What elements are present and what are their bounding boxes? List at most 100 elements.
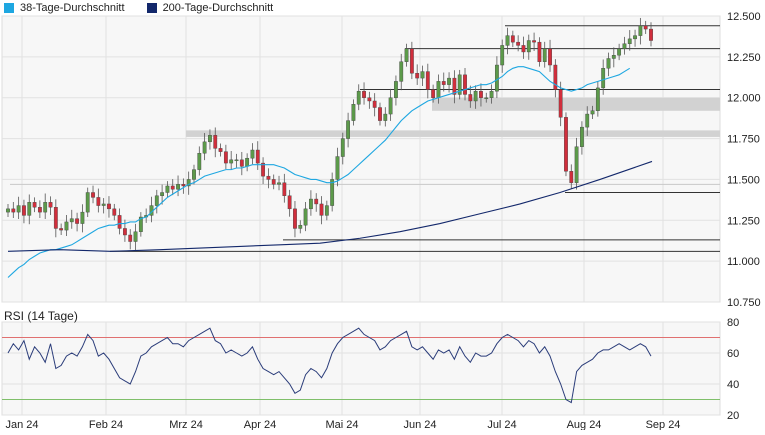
x-tick-label: Mrz 24 bbox=[169, 419, 203, 430]
candle-down bbox=[372, 100, 377, 108]
candle-up bbox=[154, 195, 159, 206]
candle-down bbox=[463, 74, 467, 95]
candle-down bbox=[510, 35, 515, 43]
candle-up bbox=[351, 104, 356, 121]
candle-up bbox=[202, 141, 207, 154]
legend-item-ma200[interactable]: 200-Tage-Durchschnitt bbox=[146, 2, 274, 14]
candle-up bbox=[436, 81, 441, 98]
rsi-tick-label: 60 bbox=[727, 348, 739, 360]
candle-up bbox=[335, 156, 340, 180]
candle-down bbox=[282, 182, 287, 196]
candle-down bbox=[319, 203, 324, 216]
legend-swatch-ma200 bbox=[146, 3, 157, 13]
candle-up bbox=[606, 58, 611, 69]
candle-up bbox=[590, 110, 595, 115]
candle-down bbox=[431, 89, 436, 98]
candle-down bbox=[548, 48, 552, 66]
candle-up bbox=[595, 87, 600, 111]
candle-down bbox=[128, 234, 133, 242]
candle-down bbox=[271, 179, 276, 185]
candle-down bbox=[218, 148, 223, 152]
candle-down bbox=[441, 81, 446, 85]
rsi-title: RSI (14 Tage) bbox=[4, 309, 78, 323]
candle-down bbox=[266, 175, 271, 180]
candle-up bbox=[165, 185, 170, 193]
candle-up bbox=[176, 184, 180, 190]
candle-up bbox=[638, 25, 643, 36]
rsi-plot-area bbox=[1, 321, 721, 416]
price-tick-label: 12.000 bbox=[727, 93, 761, 105]
candle-up bbox=[16, 205, 21, 213]
candle-down bbox=[112, 208, 117, 216]
candle-down bbox=[59, 228, 64, 231]
candle-down bbox=[362, 90, 366, 98]
candle-down bbox=[22, 205, 26, 216]
candle-down bbox=[479, 90, 483, 98]
candle-up bbox=[601, 68, 606, 89]
candle-down bbox=[643, 25, 648, 30]
rsi-panel: 20 40 60 80 bbox=[1, 317, 739, 422]
candle-down bbox=[293, 208, 297, 229]
candle-down bbox=[213, 135, 218, 149]
legend-swatch-ma38 bbox=[4, 3, 14, 13]
candle-up bbox=[473, 90, 478, 102]
price-tick-label: 12.500 bbox=[727, 11, 761, 23]
candle-up bbox=[394, 81, 398, 98]
candle-up bbox=[622, 43, 627, 49]
candle-up bbox=[457, 74, 462, 95]
candle-up bbox=[580, 126, 584, 147]
candle-up bbox=[484, 97, 489, 99]
candle-up bbox=[617, 48, 622, 56]
candle-down bbox=[532, 40, 536, 43]
candle-up bbox=[138, 216, 143, 232]
x-tick-label: Jul 24 bbox=[487, 419, 516, 430]
x-tick-label: Sep 24 bbox=[646, 419, 681, 430]
legend-item-ma38[interactable]: 38-Tage-Durchschnitt bbox=[4, 2, 125, 14]
price-tick-label: 11.000 bbox=[727, 256, 760, 268]
candle-down bbox=[75, 218, 79, 224]
x-tick-label: Apr 24 bbox=[244, 419, 276, 430]
candle-up bbox=[133, 231, 138, 242]
candle-up bbox=[250, 149, 255, 159]
candle-down bbox=[558, 89, 563, 118]
candle-down bbox=[409, 48, 414, 74]
candle-up bbox=[309, 198, 313, 210]
candle-down bbox=[261, 162, 265, 177]
price-tick-label: 12.250 bbox=[727, 52, 761, 64]
price-zone bbox=[432, 97, 720, 111]
candle-up bbox=[542, 48, 547, 62]
candle-up bbox=[324, 205, 329, 216]
candle-up bbox=[229, 159, 234, 164]
candle-up bbox=[356, 90, 361, 105]
candle-up bbox=[27, 202, 32, 216]
x-tick-label: Mai 24 bbox=[325, 419, 358, 430]
candle-down bbox=[649, 28, 653, 41]
candle-up bbox=[208, 135, 212, 143]
candle-up bbox=[420, 71, 425, 79]
candle-down bbox=[569, 171, 574, 183]
rsi-line bbox=[7, 327, 652, 404]
rsi-tick-label: 80 bbox=[727, 317, 739, 329]
x-axis: Jan 24 Feb 24 Mrz 24 Apr 24 Mai 24 Jun 24 Jul … bbox=[5, 419, 681, 431]
candle-up bbox=[346, 120, 350, 139]
candle-down bbox=[521, 45, 526, 53]
price-tick-label: 10.750 bbox=[727, 297, 761, 309]
price-panel: 10.750 11.000 11.250 11.500 11.750 12.000 12.2… bbox=[1, 11, 761, 309]
candle-up bbox=[245, 157, 250, 167]
candle-up bbox=[399, 61, 404, 82]
candle-down bbox=[452, 77, 457, 95]
candle-down bbox=[48, 202, 53, 208]
candle-up bbox=[192, 169, 196, 180]
candle-down bbox=[239, 159, 244, 167]
candle-up bbox=[85, 192, 90, 213]
candle-down bbox=[425, 71, 430, 90]
candle-up bbox=[303, 208, 308, 226]
candle-down bbox=[53, 207, 58, 229]
rsi-tick-label: 20 bbox=[727, 410, 739, 422]
candle-up bbox=[160, 192, 165, 196]
legend-label-ma200: 200-Tage-Durchschnitt bbox=[162, 2, 274, 14]
candle-down bbox=[415, 72, 420, 79]
candle-up bbox=[186, 179, 191, 187]
price-plot-area bbox=[1, 15, 721, 303]
